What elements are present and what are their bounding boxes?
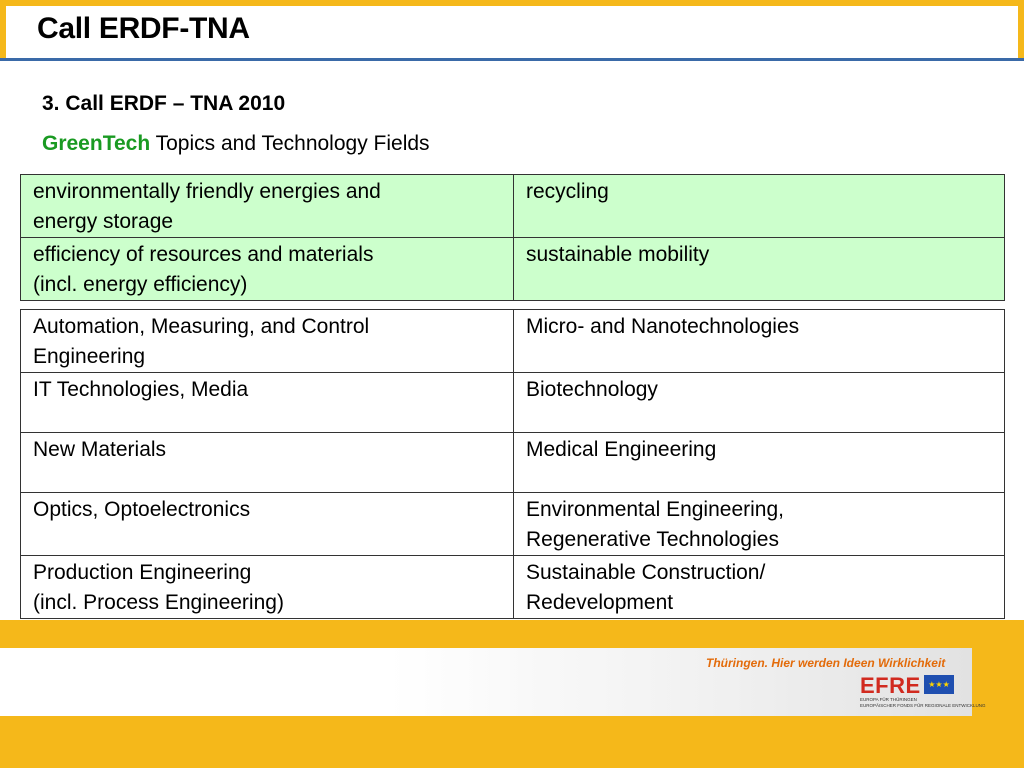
table-cell: recycling [513,174,1005,238]
table-row: Optics, Optoelectronics Environmental Eng… [20,492,1005,556]
footer-panel [0,648,972,716]
table-row: IT Technologies, Media Biotechnology [20,372,1005,433]
efre-logo-subtext: EUROPA FÜR THÜRINGEN EUROPÄISCHER FONDS … [860,697,986,708]
section-subtitle: 3. Call ERDF – TNA 2010 [42,92,286,115]
table-cell: Sustainable Construction/ Redevelopment [513,555,1005,619]
right-accent-bar [1018,10,1024,58]
table-cell: Automation, Measuring, and Control Engin… [20,309,514,373]
table-cell: environmentally friendly energies and en… [20,174,514,238]
left-accent-bar [0,10,6,58]
table-cell: IT Technologies, Media [20,372,514,433]
table-cell: Biotechnology [513,372,1005,433]
table-row: Automation, Measuring, and Control Engin… [20,309,1005,373]
greentech-label: GreenTech [42,132,151,155]
table-cell: sustainable mobility [513,237,1005,301]
greentech-topics-table: environmentally friendly energies and en… [20,174,1005,301]
table-cell: efficiency of resources and materials (i… [20,237,514,301]
table-row: efficiency of resources and materials (i… [20,237,1005,301]
table-row: New Materials Medical Engineering [20,432,1005,493]
table-cell: Medical Engineering [513,432,1005,493]
table-cell: Micro- and Nanotechnologies [513,309,1005,373]
table-cell: Production Engineering (incl. Process En… [20,555,514,619]
table-cell: Environmental Engineering, Regenerative … [513,492,1005,556]
top-accent-band [0,0,1024,10]
efre-logo-text: EFRE [860,673,921,698]
table-cell: New Materials [20,432,514,493]
table-row: environmentally friendly energies and en… [20,174,1005,238]
title-divider [0,58,1024,61]
table-cell: Optics, Optoelectronics [20,492,514,556]
slide-title: Call ERDF-TNA [37,12,250,45]
technology-fields-table: Automation, Measuring, and Control Engin… [20,309,1005,619]
eu-flag-icon: ★★★ [924,675,954,694]
footer-slogan: Thüringen. Hier werden Ideen Wirklichkei… [706,656,946,670]
table-row: Production Engineering (incl. Process En… [20,555,1005,619]
topics-label: Topics and Technology Fields [150,132,430,155]
topics-heading: GreenTech Topics and Technology Fields [42,132,430,156]
